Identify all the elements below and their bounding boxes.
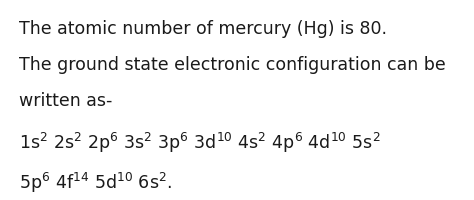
Text: The ground state electronic configuration can be: The ground state electronic configuratio… (19, 56, 446, 74)
Text: $\mathregular{1s^2\ 2s^2\ 2p^6\ 3s^2\ 3p^6\ 3d^{10}\ 4s^2\ 4p^6\ 4d^{10}\ 5s^2}$: $\mathregular{1s^2\ 2s^2\ 2p^6\ 3s^2\ 3p… (19, 130, 381, 154)
Text: $\mathregular{5p^6\ 4f^{14}\ 5d^{10}\ 6s^2}$.: $\mathregular{5p^6\ 4f^{14}\ 5d^{10}\ 6s… (19, 170, 172, 194)
Text: written as-: written as- (19, 92, 112, 110)
Text: The atomic number of mercury (Hg) is 80.: The atomic number of mercury (Hg) is 80. (19, 20, 387, 38)
